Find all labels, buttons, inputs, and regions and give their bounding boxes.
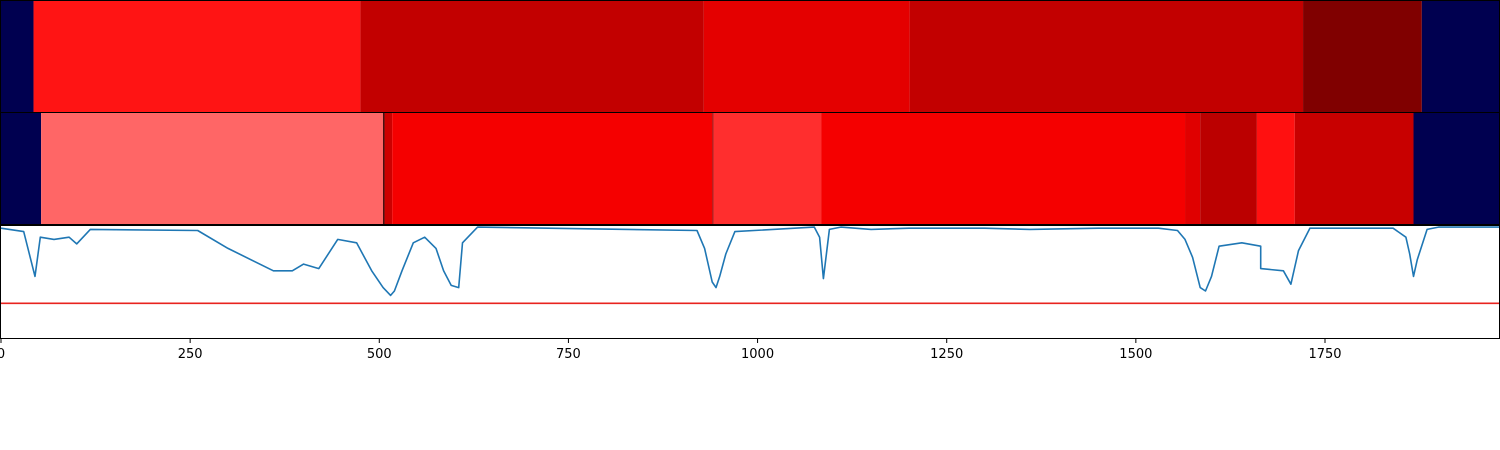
heatmap-segment <box>712 113 714 224</box>
heatmap-row-2 <box>0 112 1500 225</box>
x-tick-label: 1250 <box>930 347 963 362</box>
heatmap-segment <box>713 113 822 224</box>
heatmap-segment <box>1200 113 1257 224</box>
heatmap-rows <box>0 0 1500 225</box>
heatmap-segment <box>383 113 385 224</box>
x-tick-label: 750 <box>556 347 581 362</box>
x-tick-label: 500 <box>367 347 392 362</box>
heatmap-segment <box>33 1 361 112</box>
heatmap-segment <box>909 1 1304 112</box>
series-line <box>0 226 1499 297</box>
heatmap-segment <box>360 1 704 112</box>
x-tick-label: 0 <box>0 347 5 362</box>
heatmap-segment <box>1185 113 1201 224</box>
heatmap-segment <box>1294 113 1414 224</box>
x-tick-label: 1500 <box>1119 347 1152 362</box>
heatmap-segment <box>384 113 393 224</box>
heatmap-segment <box>1421 1 1499 112</box>
heatmap-segment <box>1303 1 1422 112</box>
heatmap-segment <box>1 1 34 112</box>
line-panel-frame <box>0 225 1500 339</box>
heatmap-segment <box>41 113 384 224</box>
heatmap-segment <box>1256 113 1295 224</box>
heatmap-row-1 <box>0 0 1500 113</box>
x-tick-label: 250 <box>178 347 203 362</box>
x-axis: 0 250 500 750 1000 1250 1500 1750 <box>0 338 1342 362</box>
heatmap-segment <box>392 113 713 224</box>
x-tick-label: 1000 <box>741 347 774 362</box>
heatmap-segment <box>1413 113 1499 224</box>
line-panel <box>0 225 1500 339</box>
heatmap-segment <box>821 113 1186 224</box>
heatmap-segment <box>703 1 910 112</box>
x-tick-label: 1750 <box>1308 347 1341 362</box>
heatmap-segment <box>1 113 42 224</box>
